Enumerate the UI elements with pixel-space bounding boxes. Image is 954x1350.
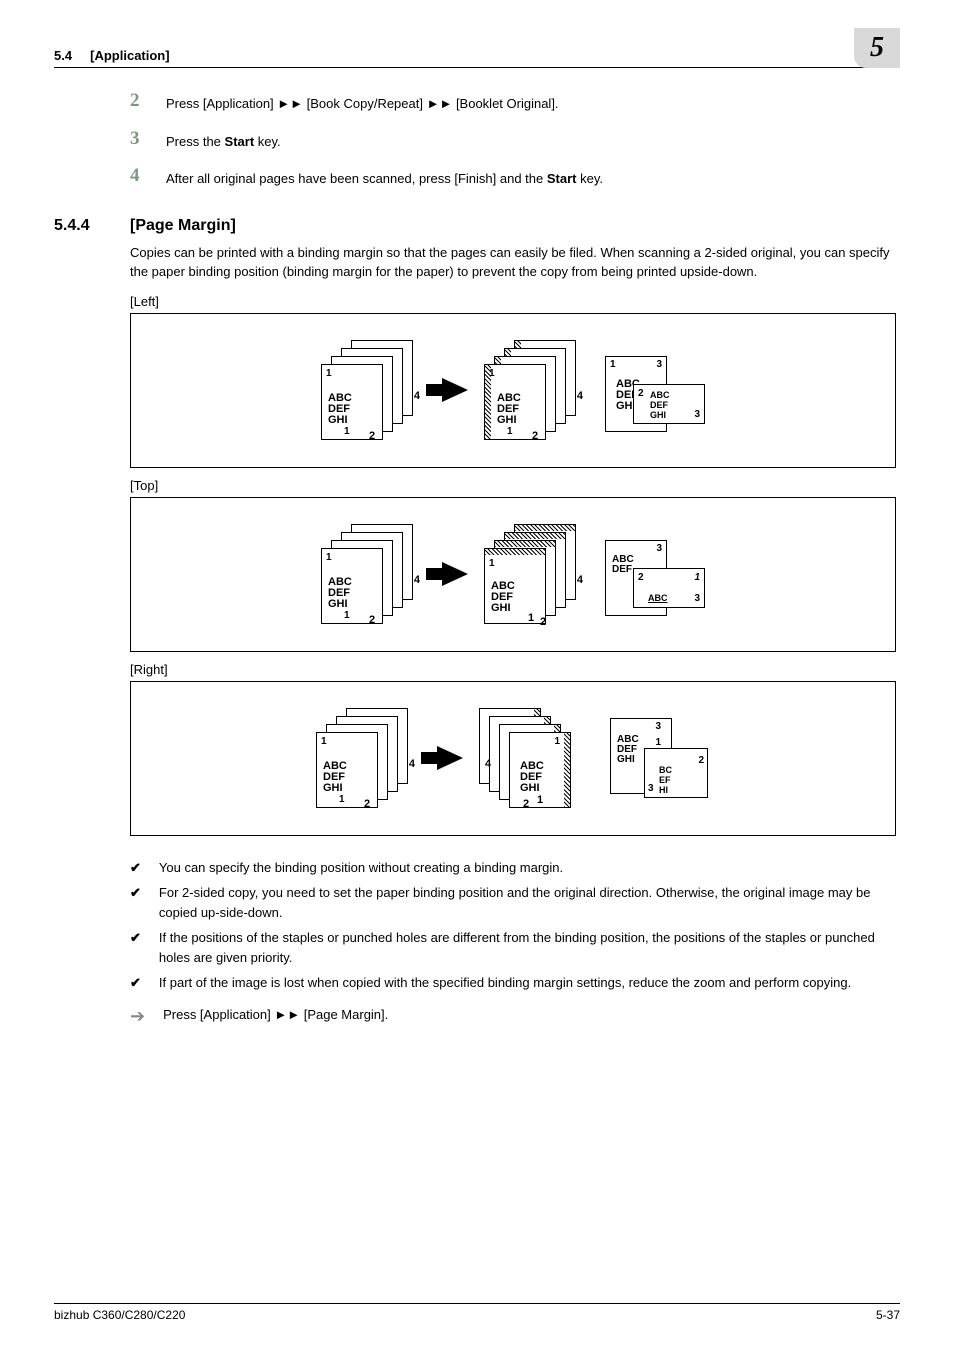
figure-top: 1 ABC DEF GHI 1 2 4 1 ABC DEF GHI <box>130 497 896 652</box>
action-text: Press [Application] ►► [Page Margin]. <box>163 1007 388 1022</box>
arrow-icon <box>442 562 468 586</box>
figure-right: 1 ABC DEF GHI 1 2 4 1 ABC DEF GHI <box>130 681 896 836</box>
step-3: 3 Press the Start key. <box>130 128 896 152</box>
section-heading: 5.4.4 [Page Margin] <box>54 217 896 235</box>
step-4: 4 After all original pages have been sca… <box>130 165 896 189</box>
step-num: 4 <box>130 165 166 187</box>
output-stack-1: 1 ABC DEF GHI 4 2 1 <box>479 708 594 808</box>
section-intro: Copies can be printed with a binding mar… <box>130 243 896 282</box>
check-icon: ✔ <box>130 973 141 993</box>
page-header: 5.4 [Application] 5 <box>54 28 900 68</box>
step-text: After all original pages have been scann… <box>166 165 603 189</box>
section-number: 5.4.4 <box>54 217 130 235</box>
step-2: 2 Press [Application] ►► [Book Copy/Repe… <box>130 90 896 114</box>
tick-item: ✔ If the positions of the staples or pun… <box>130 928 896 967</box>
step-text: Press the Start key. <box>166 128 281 152</box>
tick-item: ✔ For 2-sided copy, you need to set the … <box>130 883 896 922</box>
sheet-text: ABC DEF GHI <box>328 393 352 426</box>
header-sec-num: 5.4 <box>54 48 72 63</box>
arrow-icon <box>442 378 468 402</box>
tick-text: For 2-sided copy, you need to set the pa… <box>159 883 896 922</box>
chapter-badge: 5 <box>854 28 900 68</box>
step-num: 3 <box>130 128 166 150</box>
arrow-icon <box>437 746 463 770</box>
figure-label-top: [Top] <box>130 478 896 493</box>
action-row: ➔ Press [Application] ►► [Page Margin]. <box>130 1007 896 1025</box>
figure-left: 1 ABC DEF GHI 1 2 4 1 ABC DEF GHI 1 <box>130 313 896 468</box>
original-stack: 1 ABC DEF GHI 1 2 4 <box>321 340 426 440</box>
output-stack-1: 1 ABC DEF GHI 1 2 4 <box>484 340 589 440</box>
page-footer: bizhub C360/C280/C220 5-37 <box>54 1303 900 1322</box>
output-stack-1: 1 ABC DEF GHI 1 2 4 <box>484 524 589 624</box>
tick-text: If part of the image is lost when copied… <box>159 973 851 993</box>
tick-text: If the positions of the staples or punch… <box>159 928 896 967</box>
output-tray: 3 ABCDEF 2 1 3 ABC <box>605 524 705 624</box>
tick-item: ✔ If part of the image is lost when copi… <box>130 973 896 993</box>
footer-model: bizhub C360/C280/C220 <box>54 1308 185 1322</box>
tick-item: ✔ You can specify the binding position w… <box>130 858 896 878</box>
step-num: 2 <box>130 90 166 112</box>
original-stack: 1 ABC DEF GHI 1 2 4 <box>321 524 426 624</box>
header-section-ref: 5.4 [Application] <box>54 48 170 63</box>
check-icon: ✔ <box>130 883 141 903</box>
footer-page: 5-37 <box>876 1308 900 1322</box>
header-sec-name: [Application] <box>90 48 169 63</box>
section-title: [Page Margin] <box>130 217 236 235</box>
output-tray: 3 1 ABC DEF GHI 2 3 ABC DEF GHI <box>605 340 705 440</box>
tick-text: You can specify the binding position wit… <box>159 858 563 878</box>
step-text: Press [Application] ►► [Book Copy/Repeat… <box>166 90 559 114</box>
check-icon: ✔ <box>130 928 141 948</box>
check-icon: ✔ <box>130 858 141 878</box>
arrow-right-icon: ➔ <box>130 1007 145 1025</box>
output-tray: 3 1 ABCDEFGHI 2 3 BCEFHI <box>610 708 710 808</box>
original-stack: 1 ABC DEF GHI 1 2 4 <box>316 708 421 808</box>
figure-label-right: [Right] <box>130 662 896 677</box>
figure-label-left: [Left] <box>130 294 896 309</box>
